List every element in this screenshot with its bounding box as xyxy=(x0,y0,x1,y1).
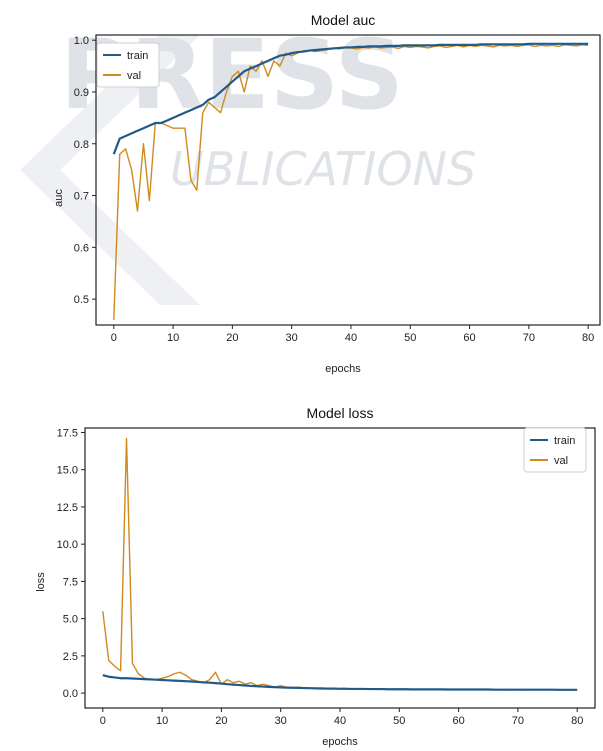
loss-x-tick-label: 40 xyxy=(334,715,346,727)
loss-y-tick-label: 15.0 xyxy=(57,465,78,477)
loss-y-tick-label: 5.0 xyxy=(63,614,78,626)
loss-x-tick-label: 0 xyxy=(100,715,106,727)
loss-y-axis-label: loss xyxy=(35,572,47,592)
auc-x-tick-label: 50 xyxy=(404,332,416,344)
auc-x-tick-label: 60 xyxy=(463,332,475,344)
auc-x-tick-label: 0 xyxy=(111,332,117,344)
auc-y-tick-label: 0.8 xyxy=(74,139,89,151)
auc-plot-area: 0 10 20 30 40 50 60 70 80 0.5 0.6 0.7 0.8 0.9 1.0 train… xyxy=(74,34,601,344)
auc-chart: Model auc epochs auc 0 10 20 30 40 50 60 70 80 0.… xyxy=(53,12,601,375)
loss-chart: Model loss epochs loss 0 10 20 30 40 50 60 70 80… xyxy=(35,405,596,748)
auc-x-tick-label: 20 xyxy=(226,332,238,344)
auc-x-tick-label: 70 xyxy=(523,332,535,344)
loss-x-tick-label: 30 xyxy=(275,715,287,727)
watermark: PRESS UBLICATIONS xyxy=(20,19,476,305)
loss-x-tick-label: 50 xyxy=(393,715,405,727)
loss-x-axis-label: epochs xyxy=(322,736,358,748)
loss-plot-area: 0 10 20 30 40 50 60 70 80 0.0 2.5 5.0 7.5 10.0 12.5 15.… xyxy=(57,427,596,727)
auc-legend-label-val: val xyxy=(127,70,141,82)
auc-series-train-line xyxy=(112,42,589,155)
loss-x-tick-label: 10 xyxy=(156,715,168,727)
loss-legend-label-val: val xyxy=(554,455,568,467)
auc-x-tick-label: 30 xyxy=(286,332,298,344)
loss-x-tick-label: 80 xyxy=(571,715,583,727)
auc-x-tick-label: 80 xyxy=(582,332,594,344)
auc-x-tick-label: 40 xyxy=(345,332,357,344)
loss-chart-title: Model loss xyxy=(307,405,374,421)
loss-plot-frame xyxy=(84,427,596,709)
auc-chart-title: Model auc xyxy=(311,12,376,28)
auc-x-tick-label: 10 xyxy=(167,332,179,344)
loss-series-train-line xyxy=(102,674,578,691)
loss-x-tick-label: 20 xyxy=(215,715,227,727)
loss-series-val-line xyxy=(102,437,578,691)
auc-y-tick-label: 0.9 xyxy=(74,87,89,99)
auc-y-axis-label: auc xyxy=(53,189,65,207)
loss-y-tick-label: 2.5 xyxy=(63,651,78,663)
loss-x-tick-label: 60 xyxy=(452,715,464,727)
loss-x-tick-label: 70 xyxy=(512,715,524,727)
auc-legend-label-train: train xyxy=(127,50,148,62)
loss-y-tick-label: 0.0 xyxy=(63,688,78,700)
auc-y-tick-label: 0.5 xyxy=(74,294,89,306)
loss-legend-label-train: train xyxy=(554,435,575,447)
loss-y-tick-label: 12.5 xyxy=(57,502,78,514)
watermark-mid-text: UBLICATIONS xyxy=(170,142,476,196)
loss-y-tick-label: 17.5 xyxy=(57,427,78,439)
watermark-chevron-icon xyxy=(20,35,200,305)
auc-y-tick-label: 0.7 xyxy=(74,191,89,203)
loss-y-tick-label: 10.0 xyxy=(57,539,78,551)
loss-y-tick-label: 7.5 xyxy=(63,576,78,588)
auc-plot-frame xyxy=(95,34,601,326)
auc-y-tick-label: 0.6 xyxy=(74,242,89,254)
auc-y-tick-label: 1.0 xyxy=(74,35,89,47)
auc-x-axis-label: epochs xyxy=(325,363,361,375)
